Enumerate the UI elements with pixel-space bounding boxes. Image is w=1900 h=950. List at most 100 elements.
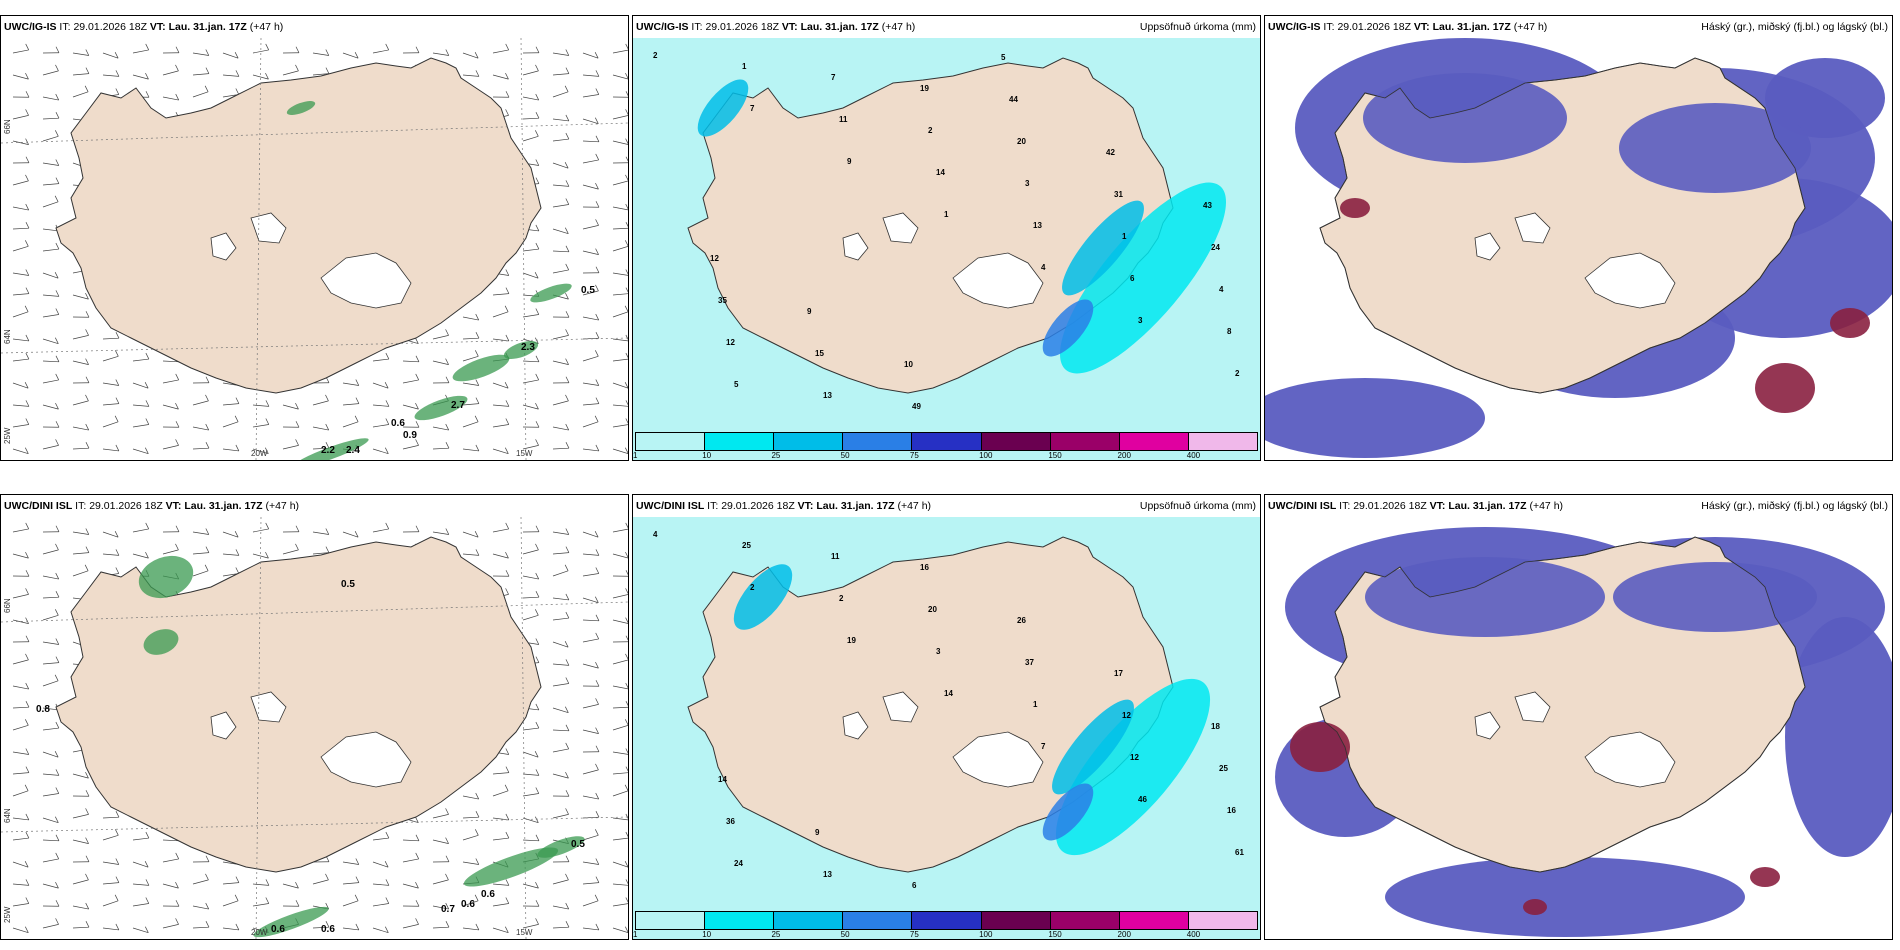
glacier <box>882 212 919 244</box>
panel-header: UWC/DINI ISL IT: 29.01.2026 18Z VT: Lau.… <box>1265 495 1892 517</box>
precip-value: 42 <box>1106 148 1115 157</box>
colorbar-swatch <box>843 912 913 929</box>
colorbar-label: 10 <box>702 930 712 939</box>
map-area: 2 7 9 1 4 3 2 1 11 14 13 6 8 5 7 2 3 1 4 12 13 19 20 31 24 35 15 49… <box>633 38 1260 460</box>
precip-value: 35 <box>718 296 727 305</box>
colorbar-swatch <box>1119 433 1189 450</box>
init-time: 29.01.2026 18Z <box>1353 500 1427 512</box>
colorbar-label: 100 <box>979 451 993 460</box>
precip-area <box>733 564 793 630</box>
glacier <box>1474 711 1501 740</box>
precip-colorbar: 1 10 25 50 75 100 150 200 400 <box>633 432 1258 460</box>
contour-label: 2.3 <box>521 342 535 353</box>
precip-value: 17 <box>1114 669 1123 678</box>
cloud-area <box>1785 617 1892 857</box>
model-name: UWC/IG-IS <box>1268 21 1321 33</box>
precip-value: 3 <box>936 647 941 656</box>
precip-value: 20 <box>1017 137 1026 146</box>
glacier <box>210 711 237 740</box>
precip-contour <box>293 438 369 460</box>
colorbar-swatch <box>912 433 982 450</box>
precip-value: 5 <box>1001 53 1006 62</box>
cloud-area <box>1365 557 1605 637</box>
it-label: IT: <box>1323 21 1335 33</box>
precip-value: 2 <box>928 126 933 135</box>
precip-contour <box>503 340 539 360</box>
precip-value: 4 <box>653 530 658 539</box>
cloud-area <box>1765 58 1885 138</box>
contour-label: 0.6 <box>321 924 335 935</box>
glacier <box>320 731 412 788</box>
precip-value: 49 <box>912 402 921 411</box>
panel-header: UWC/IG-IS IT: 29.01.2026 18Z VT: Lau. 31… <box>633 16 1260 38</box>
valid-time: Lau. 31.jan. 17Z <box>1448 500 1527 512</box>
colorbar-label: 10 <box>702 451 712 460</box>
precip-value: 2 <box>1235 369 1240 378</box>
glacier <box>1584 731 1676 788</box>
cloud-map-panel-igis: UWC/IG-IS IT: 29.01.2026 18Z VT: Lau. 31… <box>1264 15 1893 461</box>
precip-area <box>697 79 749 137</box>
colorbar-label: 1 <box>633 451 638 460</box>
map-area: 0.8 0.5 0.5 0.6 0.6 0.7 0.6 0.6 66N 64N 25W 20W 15W <box>1 517 628 939</box>
panel-title: Uppsöfnuð úrkoma (mm) <box>1139 21 1256 33</box>
lead-time: (+47 h) <box>249 21 284 33</box>
colorbar-swatch <box>981 912 1051 929</box>
precip-value: 15 <box>815 349 824 358</box>
colorbar-swatch <box>1050 912 1120 929</box>
colorbar-swatch <box>981 433 1051 450</box>
contour-label: 0.9 <box>403 430 417 441</box>
map-canvas: 0.8 0.5 0.5 0.6 0.6 0.7 0.6 0.6 66N 64N 25W 20W 15W <box>1 517 628 939</box>
precip-value: 19 <box>920 84 929 93</box>
precip-value: 26 <box>1017 616 1026 625</box>
precip-value: 3 <box>1025 179 1030 188</box>
precip-value: 46 <box>1138 795 1147 804</box>
precip-value: 16 <box>920 563 929 572</box>
map-canvas: 2791432111141368572314121319203124351549… <box>633 38 1260 460</box>
precip-value: 5 <box>734 380 739 389</box>
map-canvas <box>1265 38 1892 460</box>
glacier <box>952 731 1044 788</box>
precip-value: 9 <box>807 307 812 316</box>
lat-label: 25W <box>3 906 12 923</box>
colorbar-swatch <box>636 433 706 450</box>
precip-value: 43 <box>1203 201 1212 210</box>
precip-value: 4 <box>1219 285 1224 294</box>
it-label: IT: <box>59 21 71 33</box>
glacier <box>250 212 287 244</box>
map-area <box>1265 517 1892 939</box>
colorbar-label: 200 <box>1117 930 1131 939</box>
precip-value: 12 <box>1122 711 1131 720</box>
vt-label: VT: <box>149 21 166 33</box>
contour-label: 0.5 <box>341 579 355 590</box>
contour-label: 0.8 <box>36 704 50 715</box>
precip-contour <box>143 629 179 655</box>
high-cloud-area <box>1750 867 1780 887</box>
colorbar-swatch <box>774 433 844 450</box>
precip-value: 7 <box>831 73 836 82</box>
colorbar-label: 25 <box>771 451 781 460</box>
colorbar-label: 100 <box>979 930 993 939</box>
lat-label: 25W <box>3 427 12 444</box>
precip-map-panel-igis: UWC/IG-IS IT: 29.01.2026 18Z VT: Lau. 31… <box>632 15 1261 461</box>
vt-label: VT: <box>1429 500 1446 512</box>
contour-label: 2.2 <box>321 445 335 456</box>
colorbar-swatch <box>705 433 775 450</box>
precip-value: 20 <box>928 605 937 614</box>
glacier <box>320 252 412 309</box>
iceland-landmass <box>687 57 1174 394</box>
precip-value: 11 <box>839 115 848 124</box>
iceland-landmass <box>687 536 1174 873</box>
cloud-map-panel-dini: UWC/DINI ISL IT: 29.01.2026 18Z VT: Lau.… <box>1264 494 1893 940</box>
precip-area <box>1060 182 1226 374</box>
colorbar-swatch <box>774 912 844 929</box>
it-label: IT: <box>691 21 703 33</box>
colorbar-label: 1 <box>633 930 638 939</box>
precip-value: 36 <box>726 817 735 826</box>
high-cloud-area <box>1523 899 1547 915</box>
panel-header: UWC/IG-IS IT: 29.01.2026 18Z VT: Lau. 31… <box>1265 16 1892 38</box>
init-time: 29.01.2026 18Z <box>1337 21 1411 33</box>
precip-value: 2 <box>839 594 844 603</box>
lead-time: (+47 h) <box>1529 500 1564 512</box>
precip-value: 11 <box>831 552 840 561</box>
colorbar-label: 50 <box>840 930 850 939</box>
